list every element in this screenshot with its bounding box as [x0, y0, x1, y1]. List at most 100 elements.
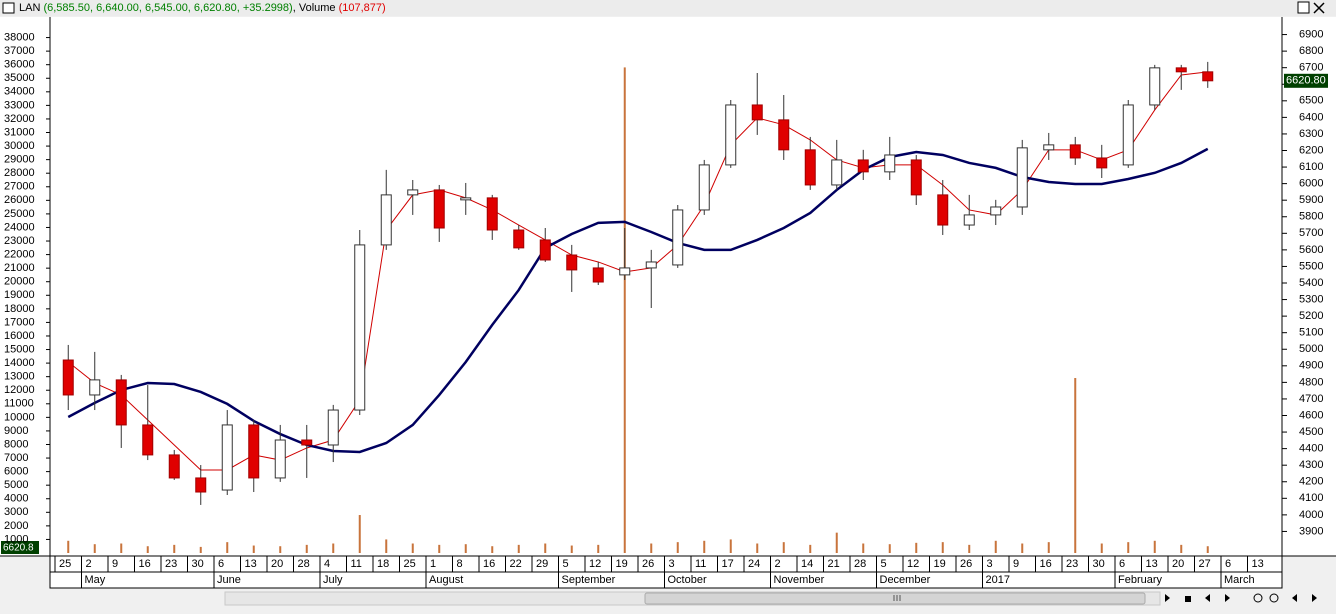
candle-body: [698, 164, 710, 211]
x-tick-label: 8: [457, 558, 463, 570]
scroll-buttons[interactable]: [1292, 594, 1317, 602]
volume-bar: [226, 542, 229, 553]
x-tick-label: 13: [1146, 558, 1158, 570]
y-tick-label: 20000: [4, 276, 35, 288]
volume-bar: [915, 542, 918, 553]
y2-tick-label: 5800: [1299, 211, 1323, 223]
y2-tick-label: 6700: [1299, 62, 1323, 74]
y-tick-label: 19000: [4, 289, 35, 301]
volume-bar: [517, 544, 520, 553]
candle-body: [221, 424, 233, 491]
month-label: May: [85, 574, 106, 586]
y-tick-label: 2000: [4, 520, 28, 532]
y-tick-label: 10000: [4, 411, 35, 423]
x-tick-label: 4: [324, 558, 330, 570]
candle-body: [168, 454, 180, 479]
candle-body: [857, 159, 869, 173]
candle-body: [990, 206, 1002, 216]
last-price-box-left: [1, 541, 39, 554]
close-button[interactable]: [1313, 2, 1325, 14]
y2-tick-label: 4600: [1299, 409, 1323, 421]
y-tick-label: 11000: [4, 398, 34, 410]
volume-bar: [570, 545, 573, 553]
y2-tick-label: 4700: [1299, 393, 1323, 405]
volume-bar: [438, 544, 441, 553]
y-tick-label: 7000: [4, 452, 28, 464]
volume-bar: [491, 546, 494, 553]
y2-tick-label: 5100: [1299, 327, 1323, 339]
marks: [62, 61, 1214, 554]
y-tick-label: 28000: [4, 167, 35, 179]
scroll-grip: [893, 595, 901, 601]
y2-tick-label: 4500: [1299, 426, 1323, 438]
volume-bar: [67, 540, 70, 553]
x-tick-label: 23: [165, 558, 177, 570]
x-tick-label: 14: [801, 558, 813, 570]
x-tick-label: 3: [987, 558, 993, 570]
volume-label: Volume: [299, 2, 336, 14]
volume-bar: [1047, 542, 1050, 553]
title-bar: [0, 0, 1336, 16]
x-tick-label: 19: [934, 558, 946, 570]
candle-body: [115, 379, 127, 426]
volume-bar: [199, 546, 202, 553]
y-tick-label: 13000: [4, 371, 35, 383]
volume-bar: [93, 544, 96, 553]
candle-body: [645, 261, 657, 269]
candle-body: [778, 119, 790, 151]
x-tick-label: 13: [1252, 558, 1264, 570]
x-tick-label: 16: [1040, 558, 1052, 570]
x-tick-label: 20: [1172, 558, 1184, 570]
y-tick-label: 22000: [4, 248, 35, 260]
x-tick-label: 24: [748, 558, 760, 570]
y2-tick-label: 5000: [1299, 343, 1323, 355]
month-label: September: [562, 574, 616, 586]
volume-bar: [411, 543, 414, 553]
candle-body: [619, 267, 631, 276]
month-label: 2017: [986, 574, 1010, 586]
volume-bar: [1100, 543, 1103, 553]
candle-body: [513, 229, 525, 249]
y2-tick-label: 3900: [1299, 525, 1323, 537]
candle-body: [910, 159, 922, 196]
x-tick-label: 3: [669, 558, 675, 570]
volume-bar: [888, 544, 891, 553]
candle-body: [486, 197, 498, 231]
scroll-thumb[interactable]: [644, 592, 1146, 605]
y2-tick-label: 5900: [1299, 194, 1323, 206]
month-label: March: [1224, 574, 1255, 586]
zoom-out[interactable]: [1253, 593, 1263, 603]
x-tick-label: 21: [828, 558, 840, 570]
y2-tick-label: 6900: [1299, 28, 1323, 40]
y2-tick-label: 5600: [1299, 244, 1323, 256]
x-tick-label: 6: [218, 558, 224, 570]
x-tick-label: 12: [907, 558, 919, 570]
month-label: November: [774, 574, 825, 586]
x-tick-label: 19: [616, 558, 628, 570]
candle-body: [831, 159, 843, 186]
candle-body: [460, 197, 472, 201]
volume-bar: [650, 543, 653, 553]
y2-tick-label: 6100: [1299, 161, 1323, 173]
y-tick-label: 18000: [4, 303, 35, 315]
zoom-in[interactable]: [1269, 593, 1279, 603]
candle-body: [407, 189, 419, 196]
candle-body: [1069, 144, 1081, 159]
x-tick-label: 12: [589, 558, 601, 570]
volume-bar: [120, 543, 123, 553]
candle-body: [592, 267, 604, 283]
candle-body: [142, 424, 154, 456]
y-tick-label: 26000: [4, 194, 35, 206]
y2-tick-label: 5400: [1299, 277, 1323, 289]
candle-body: [963, 214, 975, 226]
y2-tick-label: 5700: [1299, 227, 1323, 239]
x-tick-label: 9: [112, 558, 118, 570]
window-icon: [2, 2, 15, 14]
y-tick-label: 6000: [4, 466, 28, 478]
y-tick-label: 34000: [4, 86, 35, 98]
y-tick-label: 21000: [4, 262, 35, 274]
candle-body: [1202, 71, 1214, 82]
candle-body: [1043, 144, 1055, 151]
restore-button[interactable]: [1297, 1, 1310, 14]
x-tick-label: 2: [86, 558, 92, 570]
